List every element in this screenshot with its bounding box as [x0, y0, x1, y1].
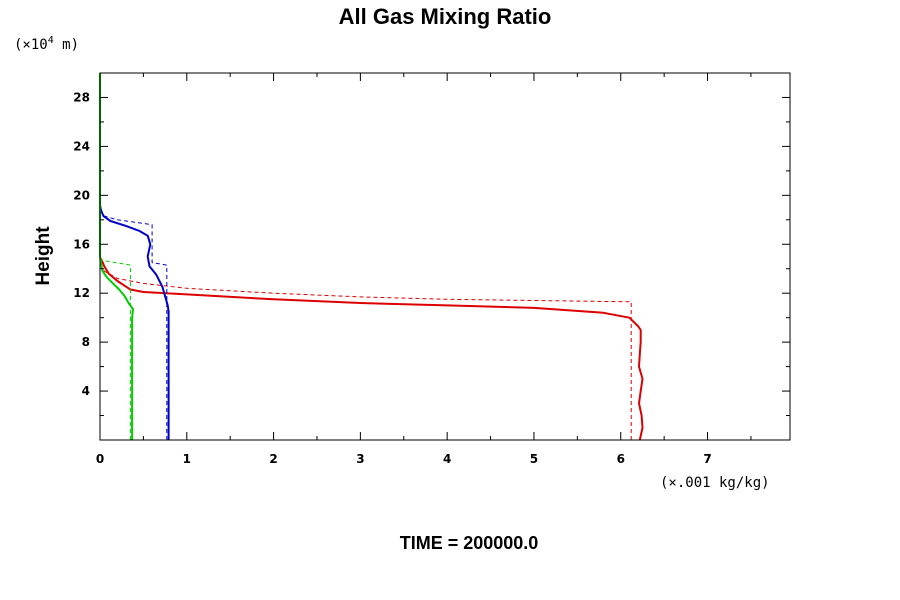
series-line-5-solid	[99, 256, 134, 440]
y-tick-label: 16	[73, 237, 90, 251]
chart-title: All Gas Mixing Ratio	[339, 4, 552, 29]
y-tick-label: 24	[73, 139, 90, 153]
plot-frame	[99, 72, 791, 441]
x-tick-label: 7	[703, 452, 711, 466]
series-line-1-solid	[99, 257, 644, 441]
x-tick-label: 6	[617, 452, 625, 466]
y-axis: 4 8 12 16 20 24 28	[73, 90, 790, 417]
y-axis-unit: (×104 m)	[14, 35, 79, 53]
time-footer: TIME = 200000.0	[400, 533, 539, 553]
y-tick-label: 28	[73, 90, 90, 104]
x-tick-label: 0	[96, 452, 104, 466]
series-line-3-solid	[99, 204, 170, 440]
x-tick-label: 5	[530, 452, 538, 466]
plot-area	[99, 73, 644, 441]
x-tick-label: 1	[183, 452, 191, 466]
x-axis: 0 1 2 3 4 5 6 7	[96, 73, 752, 466]
y-tick-label: 4	[82, 384, 90, 398]
x-axis-unit: (×.001 kg/kg)	[660, 475, 770, 491]
x-tick-label: 4	[443, 452, 451, 466]
y-axis-label: Height	[33, 226, 54, 286]
series-line-6-dashed	[99, 259, 131, 440]
y-tick-label: 20	[73, 188, 90, 202]
x-tick-label: 3	[356, 452, 364, 466]
y-tick-label: 12	[73, 286, 90, 300]
series-line-4-dashed	[99, 207, 168, 440]
y-tick-label: 8	[82, 335, 90, 349]
x-tick-label: 2	[269, 452, 277, 466]
series-line-2-dashed	[99, 263, 632, 440]
